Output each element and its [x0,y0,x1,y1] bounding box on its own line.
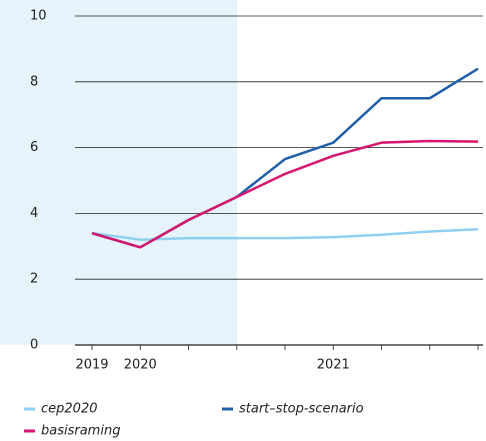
legend-label: cep2020 [41,402,97,417]
legend-label: basisraming [41,424,120,439]
y-tick-label: 4 [30,206,38,221]
x-tick-label: 2019 [75,358,108,373]
y-tick-label: 8 [30,74,38,89]
y-tick-label: 10 [30,9,47,24]
legend-label: start–stop-scenario [239,402,364,417]
x-tick-label: 2020 [124,358,157,373]
legend: cep2020 start–stop-scenario basisraming [24,402,364,439]
series-line [91,139,479,249]
y-tick-label: 2 [30,272,38,287]
highlight-region [0,0,237,345]
y-tick-label: 0 [30,338,38,353]
x-tick-label: 2021 [317,358,350,373]
y-tick-label: 6 [30,140,38,155]
